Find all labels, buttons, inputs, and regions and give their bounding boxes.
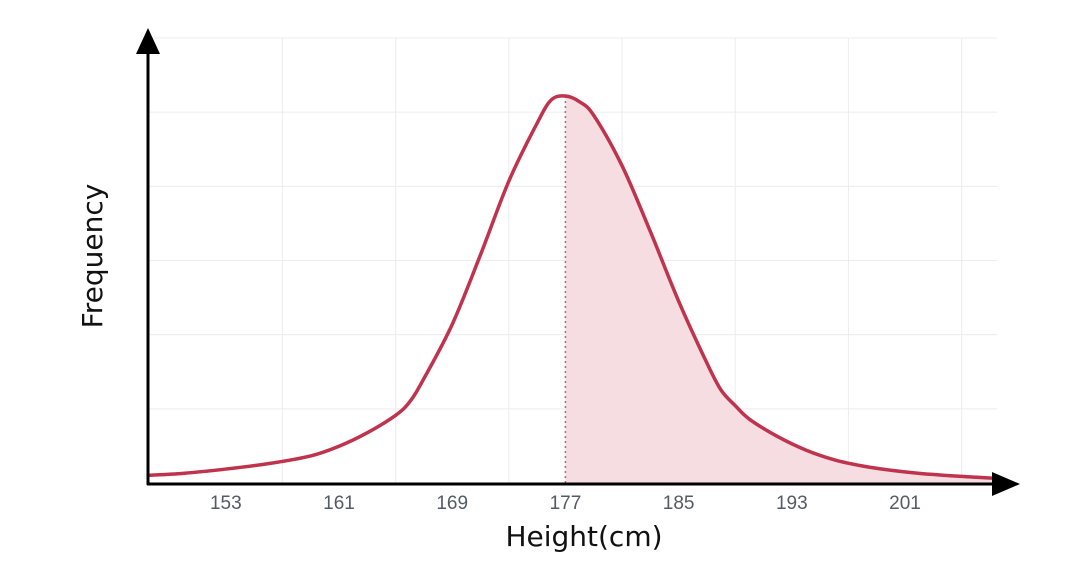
x-tick-label: 169	[436, 493, 468, 514]
distribution-curve	[147, 94, 998, 481]
x-tick-label: 193	[776, 493, 808, 514]
x-tick-label: 153	[210, 493, 242, 514]
y-axis-title: Frequency	[76, 184, 109, 329]
shaded-region	[565, 96, 997, 483]
x-axis-title: Height(cm)	[505, 520, 662, 553]
x-tick-label: 201	[889, 493, 921, 514]
x-tick-label: 177	[550, 493, 582, 514]
x-axis-arrow	[992, 472, 1020, 496]
axes	[136, 28, 1020, 496]
x-tick-labels: 153 161 169 177 185 193 201	[210, 493, 921, 514]
x-tick-label: 161	[323, 493, 355, 514]
y-axis-arrow	[136, 28, 160, 54]
x-tick-label: 185	[663, 493, 695, 514]
